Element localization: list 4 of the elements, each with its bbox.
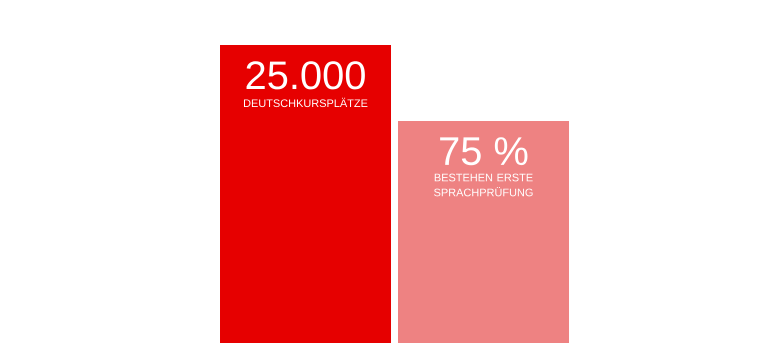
annotation: 75 % bbox=[440, 137, 528, 166]
x-tick-label: DEUTSCHKURSPLÄTZE bbox=[244, 98, 368, 108]
annotation: 25.000 bbox=[246, 61, 365, 90]
x-tick-label: BESTEHEN ERSTE SPRACHPRÜFUNG bbox=[434, 174, 533, 196]
